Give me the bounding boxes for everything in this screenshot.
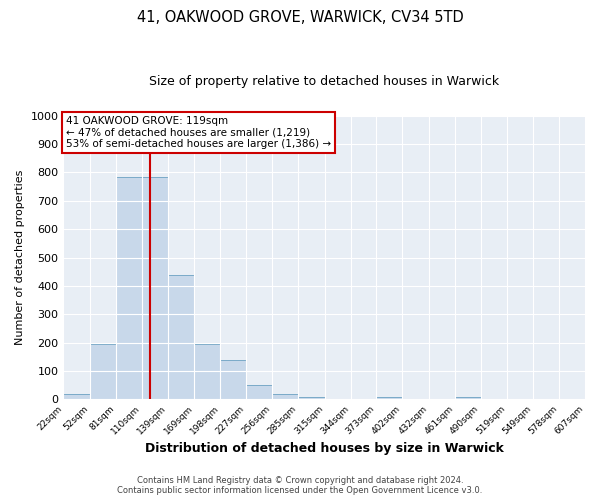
X-axis label: Distribution of detached houses by size in Warwick: Distribution of detached houses by size … [145,442,503,455]
Bar [168,274,194,400]
Text: 41 OAKWOOD GROVE: 119sqm
← 47% of detached houses are smaller (1,219)
53% of sem: 41 OAKWOOD GROVE: 119sqm ← 47% of detach… [66,116,331,149]
Bar [455,396,481,400]
Bar [116,176,142,400]
Bar [298,396,325,400]
Bar [194,344,220,400]
Text: 41, OAKWOOD GROVE, WARWICK, CV34 5TD: 41, OAKWOOD GROVE, WARWICK, CV34 5TD [137,10,463,25]
Title: Size of property relative to detached houses in Warwick: Size of property relative to detached ho… [149,75,499,88]
Bar [246,386,272,400]
Bar [376,396,402,400]
Text: Contains HM Land Registry data © Crown copyright and database right 2024.
Contai: Contains HM Land Registry data © Crown c… [118,476,482,495]
Bar [220,360,246,400]
Bar [142,176,168,400]
Bar [64,394,90,400]
Bar [272,394,298,400]
Y-axis label: Number of detached properties: Number of detached properties [15,170,25,345]
Bar [90,344,116,400]
